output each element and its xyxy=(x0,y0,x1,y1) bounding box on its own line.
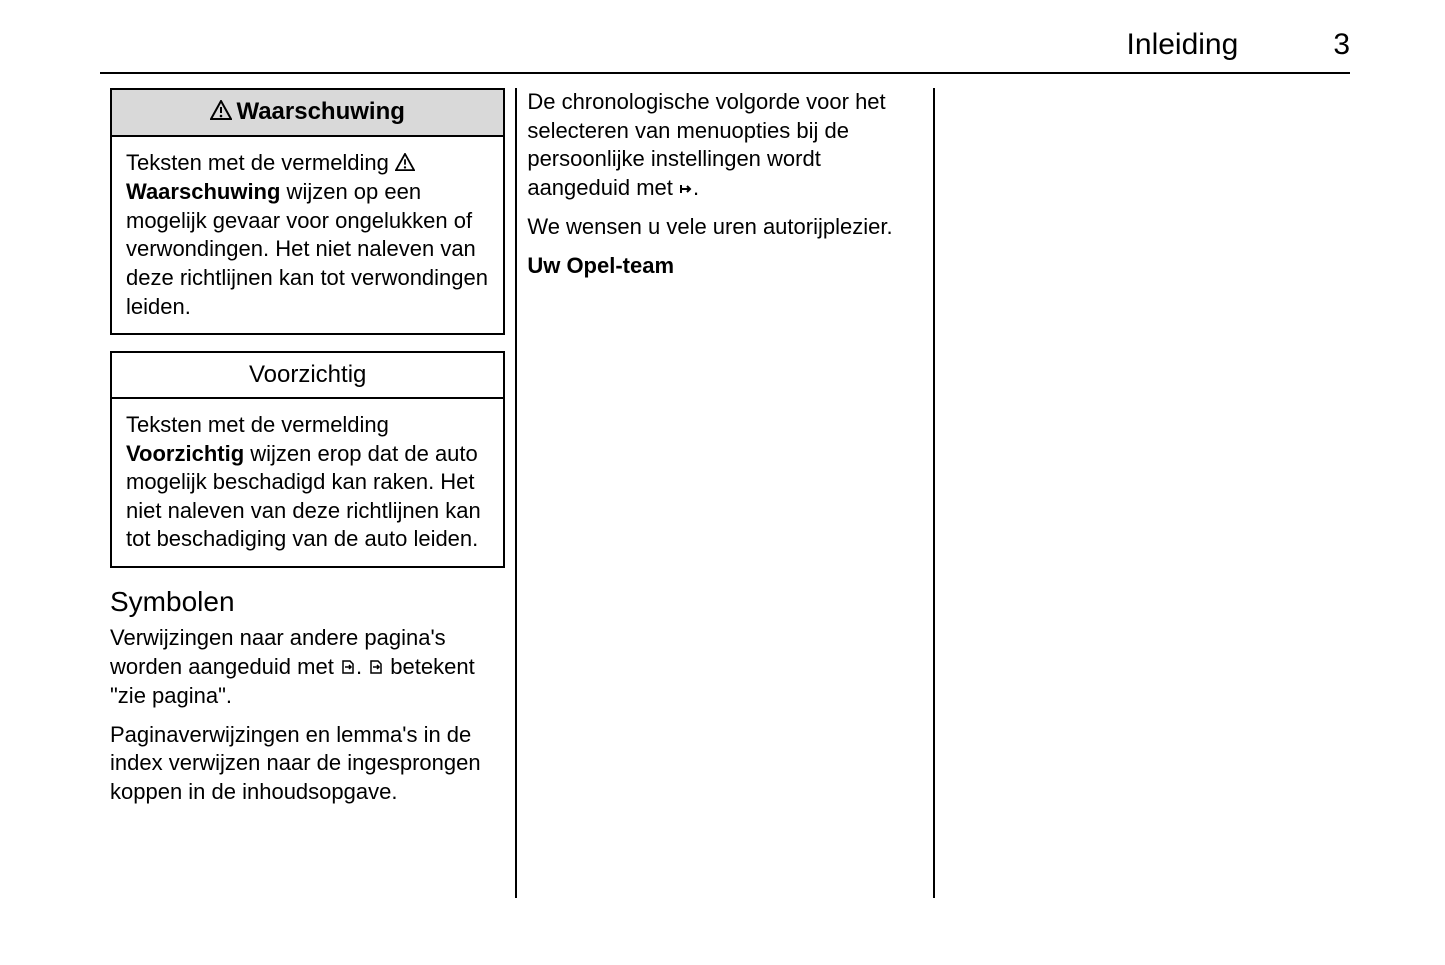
menu-select-icon xyxy=(679,175,693,204)
column-container: Waarschuwing Teksten met de vermelding W… xyxy=(100,88,1350,965)
col2-para-1: De chronologische volgorde voor het sele… xyxy=(527,88,922,203)
manual-page: Inleiding 3 Waarschuwing Teksten met de … xyxy=(0,0,1445,965)
warning-box-title: Waarschuwing xyxy=(236,98,404,125)
signoff: Uw Opel-team xyxy=(527,252,922,281)
caution-box: Voorzichtig Teksten met de vermelding Vo… xyxy=(110,351,505,568)
page-ref-icon xyxy=(340,654,356,683)
caution-body-prefix: Teksten met de vermelding xyxy=(126,412,389,437)
column-2: De chronologische volgorde voor het sele… xyxy=(517,88,932,965)
column-3 xyxy=(935,88,1350,965)
header-rule xyxy=(100,72,1350,74)
caution-box-body: Teksten met de vermelding Voorzichtig wi… xyxy=(112,399,503,566)
symbols-para-2: Paginaverwijzingen en lemma's in de inde… xyxy=(110,721,505,807)
caution-box-header: Voorzichtig xyxy=(112,353,503,399)
section-title: Inleiding xyxy=(1127,28,1239,62)
symbols-p1-b: . xyxy=(356,654,368,679)
warning-triangle-icon xyxy=(395,150,415,179)
warning-body-prefix: Teksten met de vermelding xyxy=(126,150,395,175)
warning-box-header: Waarschuwing xyxy=(112,90,503,137)
warning-box-body: Teksten met de vermelding Waarschuwing w… xyxy=(112,137,503,333)
warning-triangle-icon xyxy=(210,99,232,127)
col2-p1-a: De chronologische volgorde voor het sele… xyxy=(527,89,885,200)
symbols-para-1: Verwijzingen naar andere pagina's worden… xyxy=(110,624,505,711)
symbols-heading: Symbolen xyxy=(110,586,505,618)
warning-body-bold: Waarschuwing xyxy=(126,179,280,204)
col2-p1-b: . xyxy=(693,175,699,200)
col2-para-2: We wensen u vele uren autorijplezier. xyxy=(527,213,922,242)
caution-box-title: Voorzichtig xyxy=(249,361,366,388)
page-ref-icon xyxy=(368,654,384,683)
warning-box: Waarschuwing Teksten met de vermelding W… xyxy=(110,88,505,335)
column-1: Waarschuwing Teksten met de vermelding W… xyxy=(100,88,515,965)
page-header: Inleiding 3 xyxy=(1127,28,1350,62)
page-number: 3 xyxy=(1333,28,1350,62)
caution-body-bold: Voorzichtig xyxy=(126,441,244,466)
